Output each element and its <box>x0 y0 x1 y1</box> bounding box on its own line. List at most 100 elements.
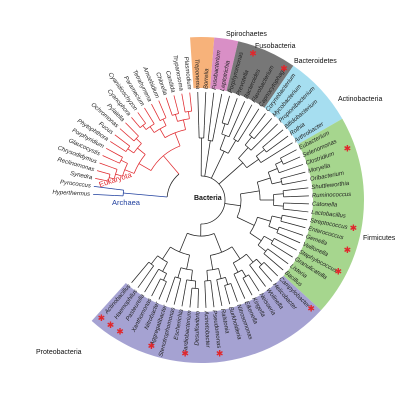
highlight-marker: ✱ <box>148 341 156 351</box>
node-arc <box>280 158 284 165</box>
terminal-branch <box>181 93 185 108</box>
terminal-branch <box>287 222 306 229</box>
leaf-label: Ralstonia <box>219 308 230 334</box>
internal-branch <box>150 255 158 265</box>
terminal-branch <box>290 195 309 197</box>
node-arc <box>258 262 265 268</box>
highlight-marker: ✱ <box>98 313 106 323</box>
terminal-branch <box>165 97 171 111</box>
internal-branch <box>225 277 229 285</box>
terminal-branch <box>283 235 301 244</box>
internal-branch <box>280 155 286 159</box>
terminal-branch <box>245 282 253 296</box>
leaf-label: Plasmodium <box>182 57 191 90</box>
sector-bacteroidetes <box>226 41 294 108</box>
terminal-branch <box>232 288 238 302</box>
leaf-label: Catonella <box>312 202 338 209</box>
node-arc <box>249 258 257 266</box>
internal-branch <box>267 248 274 254</box>
terminal-branch <box>268 129 284 143</box>
node-arc <box>267 172 273 184</box>
node-arc <box>210 246 233 256</box>
internal-branch <box>230 283 234 289</box>
highlight-marker: ✱ <box>344 245 352 255</box>
leaf-label: Candida <box>164 70 176 94</box>
leaf-label: Moryella <box>308 163 332 175</box>
terminal-branch <box>290 209 309 213</box>
stem-archaea <box>123 192 168 198</box>
internal-branch <box>104 179 109 182</box>
internal-branch <box>183 106 186 113</box>
leaf-label: Escherichia <box>174 308 185 340</box>
internal-branch <box>143 261 150 269</box>
internal-branch <box>257 216 271 222</box>
highlight-marker: ✱ <box>307 303 315 313</box>
highlight-marker: ✱ <box>344 143 352 153</box>
node-arc <box>170 246 190 256</box>
highlight-marker: ✱ <box>280 63 288 73</box>
internal-branch <box>121 148 127 152</box>
internal-branch <box>207 127 211 141</box>
internal-branch <box>282 182 290 186</box>
internal-branch <box>231 246 241 260</box>
node-arc <box>208 140 213 142</box>
node-arc <box>125 145 131 152</box>
internal-branch <box>127 148 134 154</box>
terminal-branch <box>197 92 200 126</box>
internal-branch <box>174 132 181 147</box>
clade-label-firmicutes: Firmicutes <box>363 235 396 242</box>
internal-branch <box>240 190 260 195</box>
internal-branch <box>112 167 118 170</box>
terminal-branch <box>223 95 230 116</box>
internal-branch <box>249 128 255 136</box>
internal-branch <box>117 154 123 158</box>
internal-branch <box>273 238 281 242</box>
highlight-marker: ✱ <box>181 349 189 359</box>
terminal-branch <box>166 283 173 303</box>
internal-branch <box>258 266 264 272</box>
terminal-branch <box>151 283 159 297</box>
internal-branch <box>280 176 288 180</box>
terminal-branch <box>214 93 223 128</box>
internal-branch <box>124 169 135 174</box>
internal-branch <box>162 118 167 126</box>
terminal-branch <box>290 202 309 205</box>
internal-branch <box>190 105 193 112</box>
internal-branch <box>170 110 173 116</box>
node-arc <box>244 144 252 151</box>
leaf-label: Cardiobacterium <box>183 310 193 354</box>
internal-branch <box>227 140 237 154</box>
internal-branch <box>185 279 188 288</box>
internal-branch <box>260 156 270 163</box>
leaf-label: Lactobacillus <box>311 210 346 220</box>
internal-branch <box>157 278 161 284</box>
internal-branch <box>137 147 146 155</box>
internal-branch <box>278 170 286 174</box>
internal-branch <box>263 235 273 242</box>
terminal-branch <box>102 155 115 162</box>
node-arc <box>186 279 196 282</box>
internal-branch <box>263 262 269 267</box>
terminal-branch <box>289 216 308 221</box>
clade-labels: Spirochaetes Fusobacteria Bacteroidetes Act… <box>36 31 396 356</box>
node-arc <box>257 235 265 246</box>
terminal-branch <box>262 270 273 282</box>
leaf-label: Shuttleworthia <box>311 181 350 191</box>
internal-branch <box>129 137 135 142</box>
node-arc <box>133 154 146 174</box>
internal-branch <box>209 255 214 270</box>
terminal-branch <box>211 287 215 308</box>
stem-firmicutes <box>224 203 241 207</box>
node-arc <box>157 255 168 263</box>
internal-branch <box>218 268 222 279</box>
internal-branch <box>163 281 167 287</box>
node-arc <box>256 181 261 200</box>
leaf-label: Desulfovibrio <box>194 310 201 346</box>
leaf-label: Ruminococcus <box>312 192 352 199</box>
internal-branch <box>163 112 167 118</box>
terminal-branch <box>290 187 309 191</box>
terminal-branch <box>96 170 107 174</box>
internal-branch <box>206 270 209 281</box>
terminal-branch <box>272 135 289 148</box>
